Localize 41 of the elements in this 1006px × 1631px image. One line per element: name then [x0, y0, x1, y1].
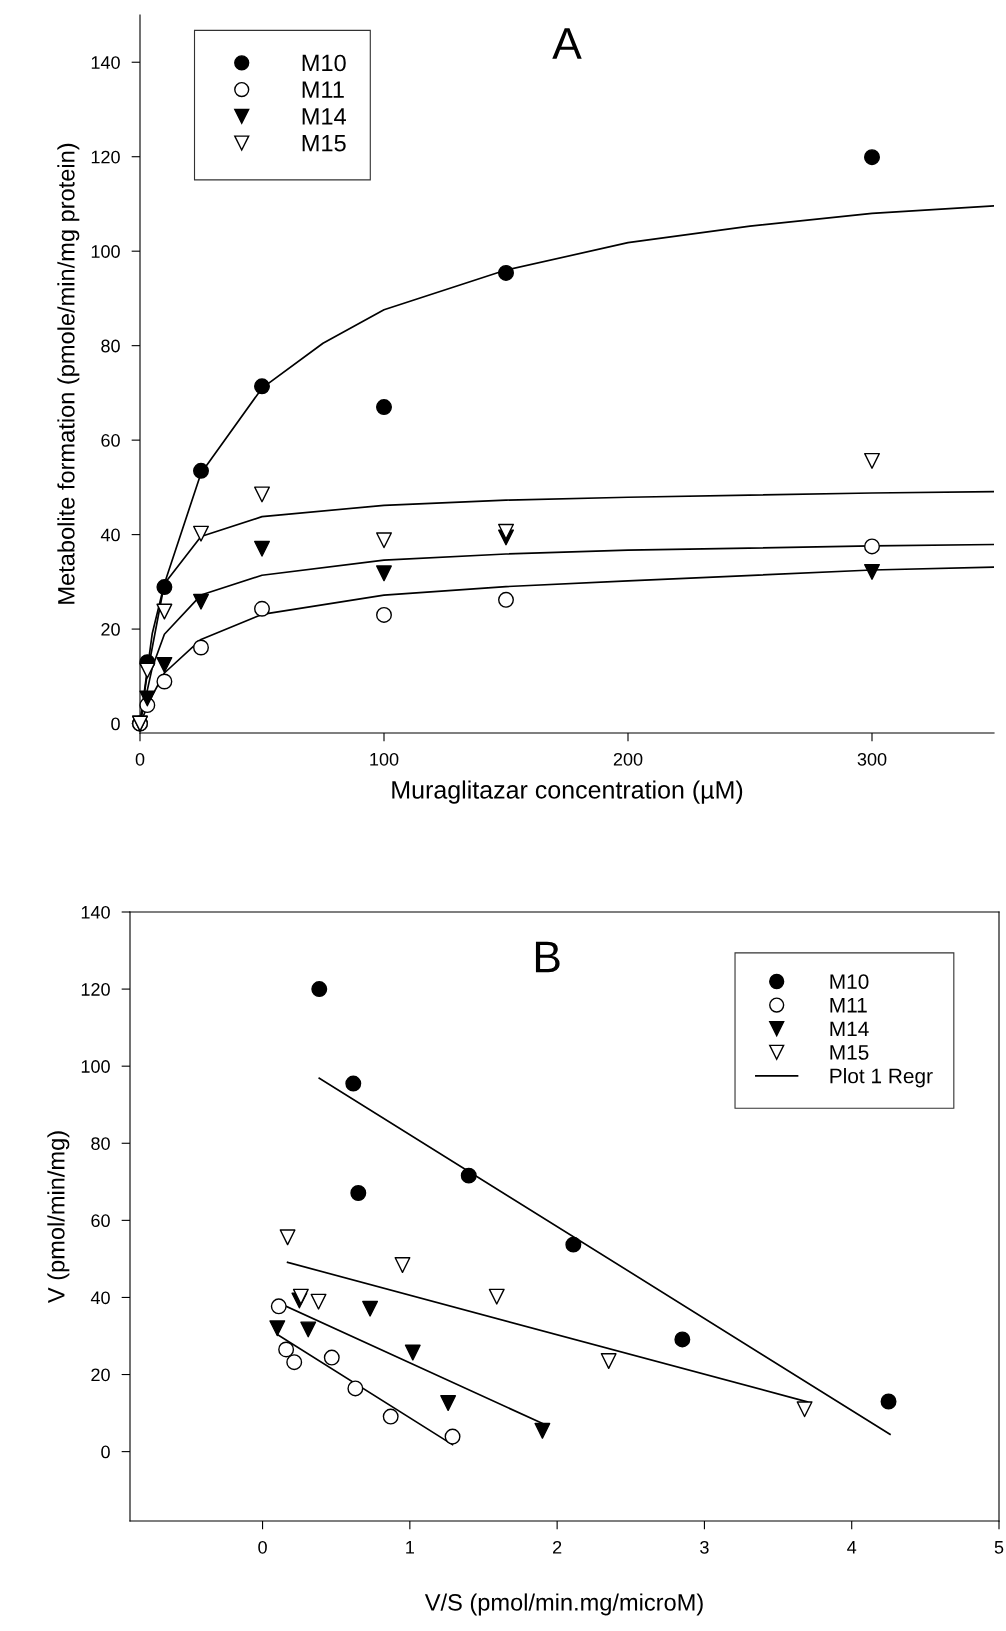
y-tick-label: 140 [81, 905, 110, 919]
legend-label: M11 [302, 81, 344, 98]
x-tick-label: 300 [857, 752, 887, 766]
y-tick-label: 20 [101, 623, 120, 636]
y-tick-label: 120 [91, 150, 120, 164]
y-tick-label: 0 [111, 717, 120, 731]
x-axis-title: Muraglitazar concentration (µM) [392, 780, 743, 804]
x-tick-label: 0 [258, 1540, 267, 1554]
legend-label: M15 [830, 1045, 869, 1060]
legend-label: M11 [830, 998, 867, 1013]
text: B [535, 941, 560, 973]
y-tick-label: 0 [101, 1445, 110, 1459]
y-tick-label: 20 [91, 1368, 110, 1382]
legend-label: M14 [302, 108, 346, 125]
legend-label: M10 [302, 54, 346, 72]
x-tick-label: 0 [135, 752, 145, 766]
x-tick-label: 3 [700, 1540, 709, 1554]
x-tick-label: 200 [613, 752, 643, 766]
x-tick-label: 1 [406, 1541, 414, 1554]
y-tick-label: 80 [91, 1137, 110, 1150]
legend-label: M10 [830, 974, 869, 989]
x-tick-label: 100 [370, 752, 399, 766]
y-axis-title: V (pmol/min/mg) [47, 1131, 70, 1303]
y-tick-label: 60 [91, 1214, 110, 1228]
y-tick-label: 120 [81, 983, 110, 996]
y-tick-label: 60 [101, 434, 120, 447]
y-axis-title: Metabolite formation (pmole/min/mg protein) [57, 143, 80, 604]
legend-label: M14 [830, 1021, 869, 1036]
chart-title: A [552, 28, 582, 59]
legend-label: M15 [302, 135, 346, 152]
x-axis-title: V/S (pmol/min.mg/microM) [424, 1593, 703, 1616]
x-tick-label: 5 [994, 1541, 1004, 1554]
legend-label: Plot 1 Regr [830, 1068, 933, 1088]
y-tick-label: 40 [100, 528, 120, 542]
x-tick-label: 2 [553, 1540, 562, 1554]
y-tick-label: 40 [90, 1291, 110, 1305]
x-tick-label: 4 [847, 1541, 857, 1554]
y-tick-label: 80 [101, 339, 120, 353]
y-tick-label: 100 [81, 1060, 110, 1073]
y-tick-label: 100 [91, 245, 120, 258]
y-tick-label: 140 [91, 56, 120, 69]
